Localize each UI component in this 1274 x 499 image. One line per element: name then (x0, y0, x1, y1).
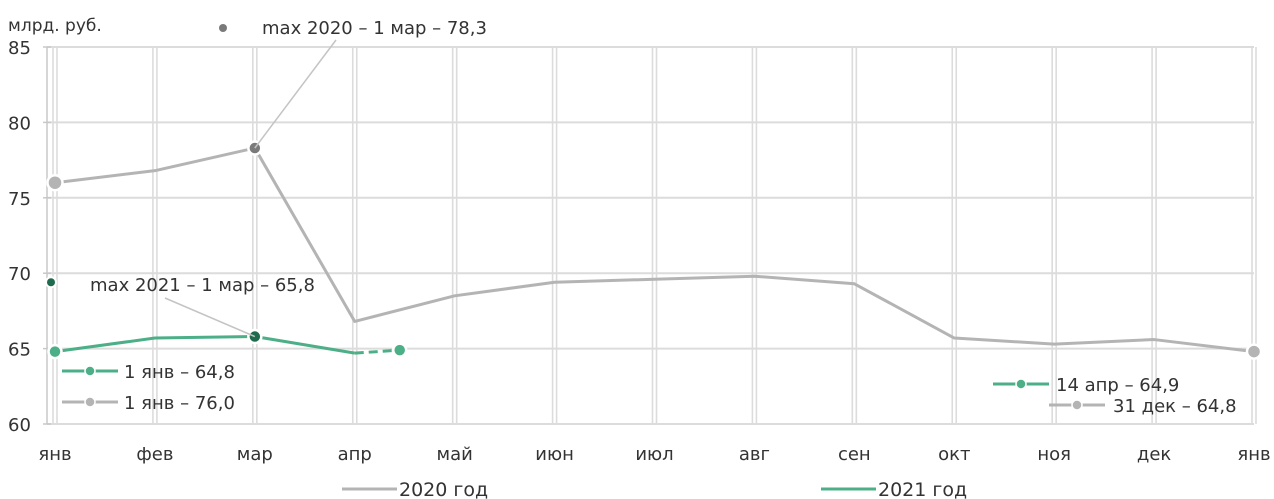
key-2021-end-dot-icon (1015, 378, 1027, 390)
series-layer (45, 140, 1263, 360)
x-tick-label: июн (535, 444, 574, 465)
series-2020-line (54, 146, 1255, 354)
x-tick-label: апр (338, 444, 372, 465)
x-tick-label: окт (938, 444, 970, 465)
y-tick-label: 85 (8, 38, 31, 59)
point-2020-max (247, 140, 263, 156)
series-2021-projection-line (354, 348, 400, 355)
point-2020-start (46, 173, 64, 192)
point-2021-axis-marker (45, 276, 57, 289)
x-tick-label: май (437, 444, 473, 465)
x-tick-label: янв (38, 444, 71, 465)
x-tick-label: янв (1237, 444, 1270, 465)
annotation-2020-start: 1 янв – 76,0 (124, 393, 235, 414)
series-2021-line (54, 335, 355, 355)
key-2021-start-dot-icon (84, 365, 96, 377)
y-tick-label: 60 (8, 415, 31, 436)
annotation-2021-start: 1 янв – 64,8 (124, 362, 235, 383)
annotations-layer: max 2020 – 1 мар – 78,3 max 2021 – 1 мар … (62, 18, 1237, 417)
y-tick-label: 65 (8, 340, 31, 361)
annotation-2020-end: 31 дек – 64,8 (1113, 396, 1237, 417)
point-2021-projected (391, 342, 408, 358)
x-tick-label: дек (1137, 444, 1172, 465)
point-2021-start (47, 343, 63, 360)
key-2020-end-dot-icon (1071, 399, 1083, 411)
y-tick-label: 70 (8, 264, 31, 285)
x-tick-label: ноя (1037, 444, 1071, 465)
max-2020-leader-line (254, 39, 337, 149)
x-tick-label: мар (237, 444, 273, 465)
y-axis-unit-label: млрд. руб. (8, 16, 102, 36)
legend-2020-label: 2020 год (399, 479, 488, 499)
max-2021-leader-line (164, 297, 256, 338)
y-tick-label: 80 (8, 113, 31, 134)
y-tick-label: 75 (8, 189, 31, 210)
point-2020-end (1245, 343, 1263, 360)
max-2020-bullet-icon (219, 24, 227, 32)
annotation-2021-end: 14 апр – 64,9 (1056, 375, 1179, 396)
x-tick-label: фев (136, 444, 173, 465)
legend-2021-label: 2021 год (878, 479, 967, 499)
key-2020-start-dot-icon (84, 396, 96, 408)
axes: 60 65 70 75 80 85 янв фев мар апр май июн июл авг сен о… (8, 38, 1271, 465)
grid-lines (47, 46, 1257, 425)
annotation-max-2021: max 2021 – 1 мар – 65,8 (90, 275, 315, 296)
annotation-max-2020: max 2020 – 1 мар – 78,3 (262, 18, 487, 39)
legend: 2020 год 2021 год (342, 479, 967, 499)
x-tick-label: авг (739, 444, 770, 465)
x-tick-label: июл (635, 444, 673, 465)
x-tick-label: сен (838, 444, 871, 465)
